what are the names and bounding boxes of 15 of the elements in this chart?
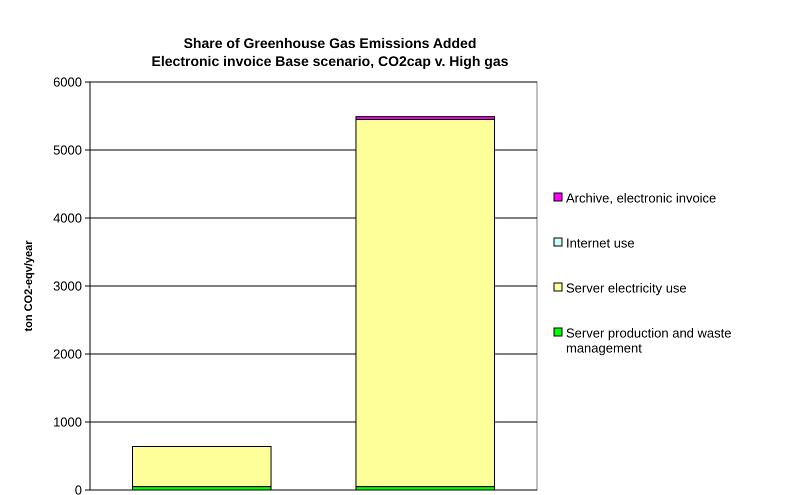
legend-label: Server production and waste management bbox=[566, 326, 732, 356]
legend-label: Server electricity use bbox=[566, 280, 687, 296]
y-tick-label: 0 bbox=[74, 482, 82, 495]
chart-title: Share of Greenhouse Gas Emissions Added bbox=[184, 35, 476, 51]
bar bbox=[132, 446, 272, 488]
y-tick-label: 1000 bbox=[53, 414, 82, 430]
y-tick-label: 2000 bbox=[53, 346, 82, 362]
chart-subtitle: Electronic invoice Base scenario, CO2cap v. High gas bbox=[152, 53, 509, 69]
y-axis-title: ton CO2-eqv/year bbox=[23, 240, 35, 332]
y-tick-label: 3000 bbox=[53, 278, 82, 294]
y-tick-label: 6000 bbox=[53, 74, 82, 90]
legend-label: Archive, electronic invoice bbox=[566, 190, 716, 206]
legend-label: Internet use bbox=[566, 236, 635, 251]
y-tick-label: 4000 bbox=[53, 210, 82, 226]
y-tick-label: 5000 bbox=[53, 142, 82, 158]
